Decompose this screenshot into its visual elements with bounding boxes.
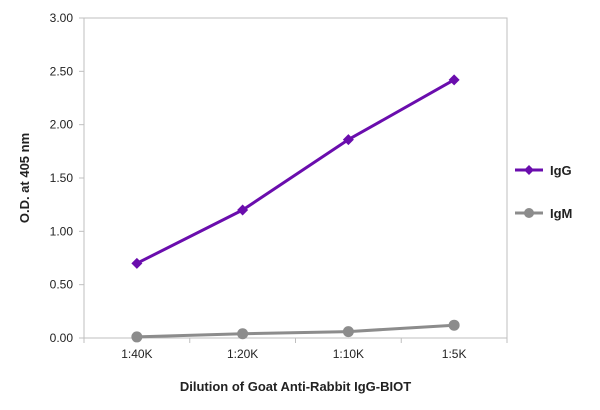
legend-label: IgM bbox=[550, 206, 572, 221]
legend-label: IgG bbox=[550, 163, 572, 178]
data-point-igg bbox=[237, 204, 249, 216]
x-axis-title: Dilution of Goat Anti-Rabbit IgG-BIOT bbox=[180, 379, 411, 394]
data-point-igm bbox=[237, 328, 249, 340]
data-point-igg bbox=[342, 134, 354, 146]
y-axis-ticks: 0.00 0.50 1.00 1.50 2.00 2.50 3.00 bbox=[50, 11, 84, 345]
series-line-igg bbox=[136, 78, 455, 265]
y-tick-label: 3.00 bbox=[50, 11, 74, 25]
series-igg bbox=[131, 74, 460, 269]
legend-item-igm: IgM bbox=[515, 206, 572, 221]
y-axis-title: O.D. at 405 nm bbox=[17, 133, 32, 223]
data-point-igm bbox=[342, 326, 354, 338]
x-tick-label: 1:10K bbox=[333, 347, 364, 361]
x-tick-label: 1:20K bbox=[227, 347, 258, 361]
series-line-igm bbox=[136, 323, 455, 339]
x-tick-label: 1:5K bbox=[442, 347, 467, 361]
x-tick-label: 1:40K bbox=[121, 347, 152, 361]
y-tick-label: 2.00 bbox=[50, 118, 74, 132]
series-igm bbox=[131, 319, 460, 343]
y-tick-label: 1.00 bbox=[50, 224, 74, 238]
data-point-igm bbox=[448, 319, 460, 331]
data-point-igm bbox=[131, 331, 143, 343]
y-tick-label: 0.50 bbox=[50, 278, 74, 292]
x-axis-ticks: 1:40K 1:20K 1:10K 1:5K bbox=[83, 338, 508, 361]
plot-area bbox=[83, 17, 508, 339]
series-layer bbox=[131, 74, 460, 343]
y-tick-label: 1.50 bbox=[50, 171, 74, 185]
data-point-igg bbox=[448, 74, 460, 86]
legend-marker bbox=[524, 208, 534, 218]
data-point-igg bbox=[131, 257, 143, 269]
plot-frame bbox=[83, 17, 508, 339]
legend-item-igg: IgG bbox=[515, 163, 572, 178]
legend: IgG IgM bbox=[515, 163, 572, 221]
y-tick-label: 0.00 bbox=[50, 331, 74, 345]
legend-marker bbox=[524, 165, 534, 175]
y-tick-label: 2.50 bbox=[50, 64, 74, 78]
